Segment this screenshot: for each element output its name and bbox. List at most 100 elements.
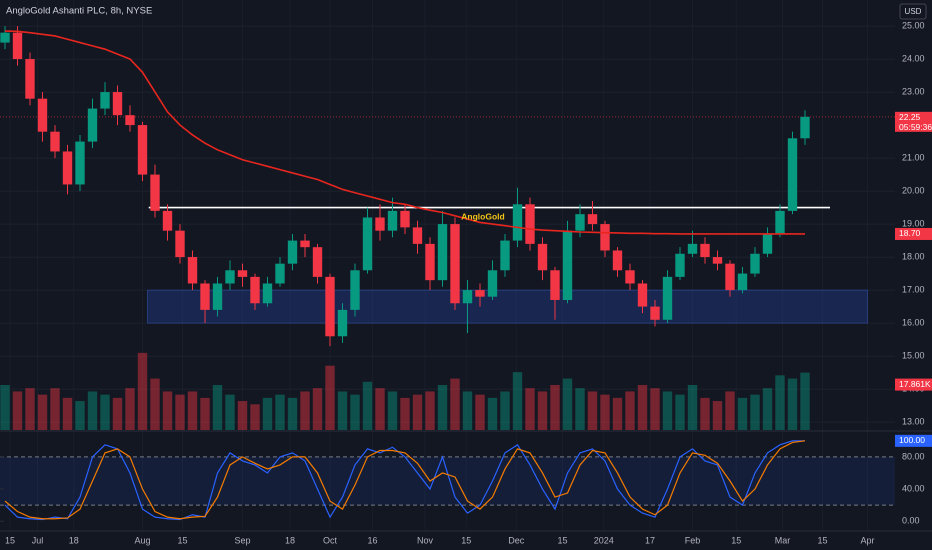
- y-tick-label: 15.00: [902, 350, 925, 360]
- candle-body: [225, 270, 235, 284]
- volume-bar: [725, 391, 735, 430]
- x-tick-label: Jul: [32, 535, 44, 545]
- x-tick-label: 15: [177, 535, 187, 545]
- candle-body: [725, 263, 735, 291]
- x-tick-label: 18: [285, 535, 295, 545]
- candle-body: [237, 270, 248, 277]
- volume-bar: [212, 385, 223, 430]
- volume-bar: [737, 397, 748, 430]
- candle-body: [550, 270, 560, 300]
- volume-bar: [125, 388, 135, 430]
- candle-body: [687, 243, 698, 254]
- volume-bar: [712, 401, 723, 430]
- volume-bar: [25, 388, 35, 430]
- volume-bar: [62, 397, 73, 430]
- candle-body: [600, 224, 610, 251]
- volume-value: 17.861K: [899, 379, 931, 389]
- volume-bar: [675, 394, 685, 430]
- currency-box[interactable]: [899, 3, 927, 20]
- x-tick-label: Aug: [134, 535, 150, 545]
- volume-bar: [687, 385, 698, 430]
- candle-body: [137, 125, 148, 175]
- stoch-value-badge: [895, 434, 932, 447]
- volume-bar: [400, 397, 410, 430]
- volume-bar: [200, 397, 210, 430]
- candle-body: [787, 138, 798, 211]
- candle-body: [800, 116, 810, 139]
- stoch-k: [4, 440, 805, 521]
- candle-body: [325, 276, 335, 337]
- volume-bar: [500, 391, 510, 430]
- volume-bar: [487, 397, 498, 430]
- stoch-tick-label: 40.00: [902, 483, 925, 493]
- y-tick-label: 23.00: [902, 86, 925, 96]
- volume-bar: [587, 391, 598, 430]
- candle-body: [737, 273, 748, 291]
- candle-body: [475, 290, 485, 297]
- candle-body: [650, 306, 660, 320]
- volume-bar: [375, 388, 385, 430]
- x-tick-label: Nov: [417, 535, 434, 545]
- volume-bar: [250, 404, 260, 430]
- x-tick-label: Oct: [323, 535, 338, 545]
- volume-bar: [262, 397, 273, 430]
- candle-body: [62, 151, 73, 185]
- volume-bar: [512, 372, 523, 430]
- y-tick-label: 18.00: [902, 251, 925, 261]
- volume-bar: [537, 391, 548, 430]
- ma-value-badge: [895, 227, 932, 240]
- candle-body: [662, 276, 673, 320]
- y-tick-label: 20.00: [902, 185, 925, 195]
- x-tick-label: Dec: [508, 535, 525, 545]
- candle-body: [487, 270, 498, 297]
- annotation: AngloGold: [461, 212, 504, 222]
- volume-bar: [650, 388, 660, 430]
- candle-body: [50, 131, 60, 152]
- candle-body: [700, 243, 710, 258]
- candle-body: [87, 108, 98, 142]
- candle-body: [287, 240, 298, 264]
- x-tick-label: 17: [645, 535, 655, 545]
- candle-body: [187, 257, 198, 284]
- ma-value: 18.70: [899, 228, 921, 238]
- volume-bar: [300, 391, 310, 430]
- volume-bar: [237, 401, 248, 430]
- volume-bar: [700, 397, 710, 430]
- candle-body: [450, 224, 460, 304]
- volume-bar: [612, 397, 623, 430]
- volume-bar: [475, 394, 485, 430]
- volume-bar: [525, 388, 535, 430]
- volume-bar: [187, 391, 198, 430]
- volume-bar: [462, 391, 473, 430]
- candle-body: [437, 224, 448, 281]
- candle-body: [375, 217, 385, 231]
- candle-body: [200, 283, 210, 310]
- volume-bar: [312, 388, 323, 430]
- candle-body: [675, 253, 685, 277]
- volume-bar: [562, 378, 573, 430]
- volume-bar: [12, 391, 23, 430]
- candle-body: [312, 247, 323, 277]
- volume-bar: [800, 372, 810, 430]
- volume-value-badge: [895, 378, 932, 391]
- x-tick-label: Mar: [775, 535, 791, 545]
- candle-body: [625, 270, 635, 284]
- volume-bar: [787, 378, 798, 430]
- candle-body: [750, 253, 760, 274]
- volume-bar: [775, 375, 785, 430]
- volume-bar: [750, 394, 760, 430]
- candle-body: [175, 230, 185, 258]
- y-tick-label: 24.00: [902, 53, 925, 63]
- candle-body: [400, 210, 410, 228]
- candle-body: [37, 98, 48, 132]
- volume-bar: [600, 394, 610, 430]
- x-tick-label: 15: [817, 535, 827, 545]
- candle-body: [112, 92, 123, 116]
- candle-body: [150, 174, 160, 211]
- stoch-value: 100.00: [899, 435, 925, 445]
- candle-body: [612, 250, 623, 271]
- volume-bar: [162, 391, 173, 430]
- candle-body: [637, 283, 648, 307]
- candle-body: [12, 32, 23, 60]
